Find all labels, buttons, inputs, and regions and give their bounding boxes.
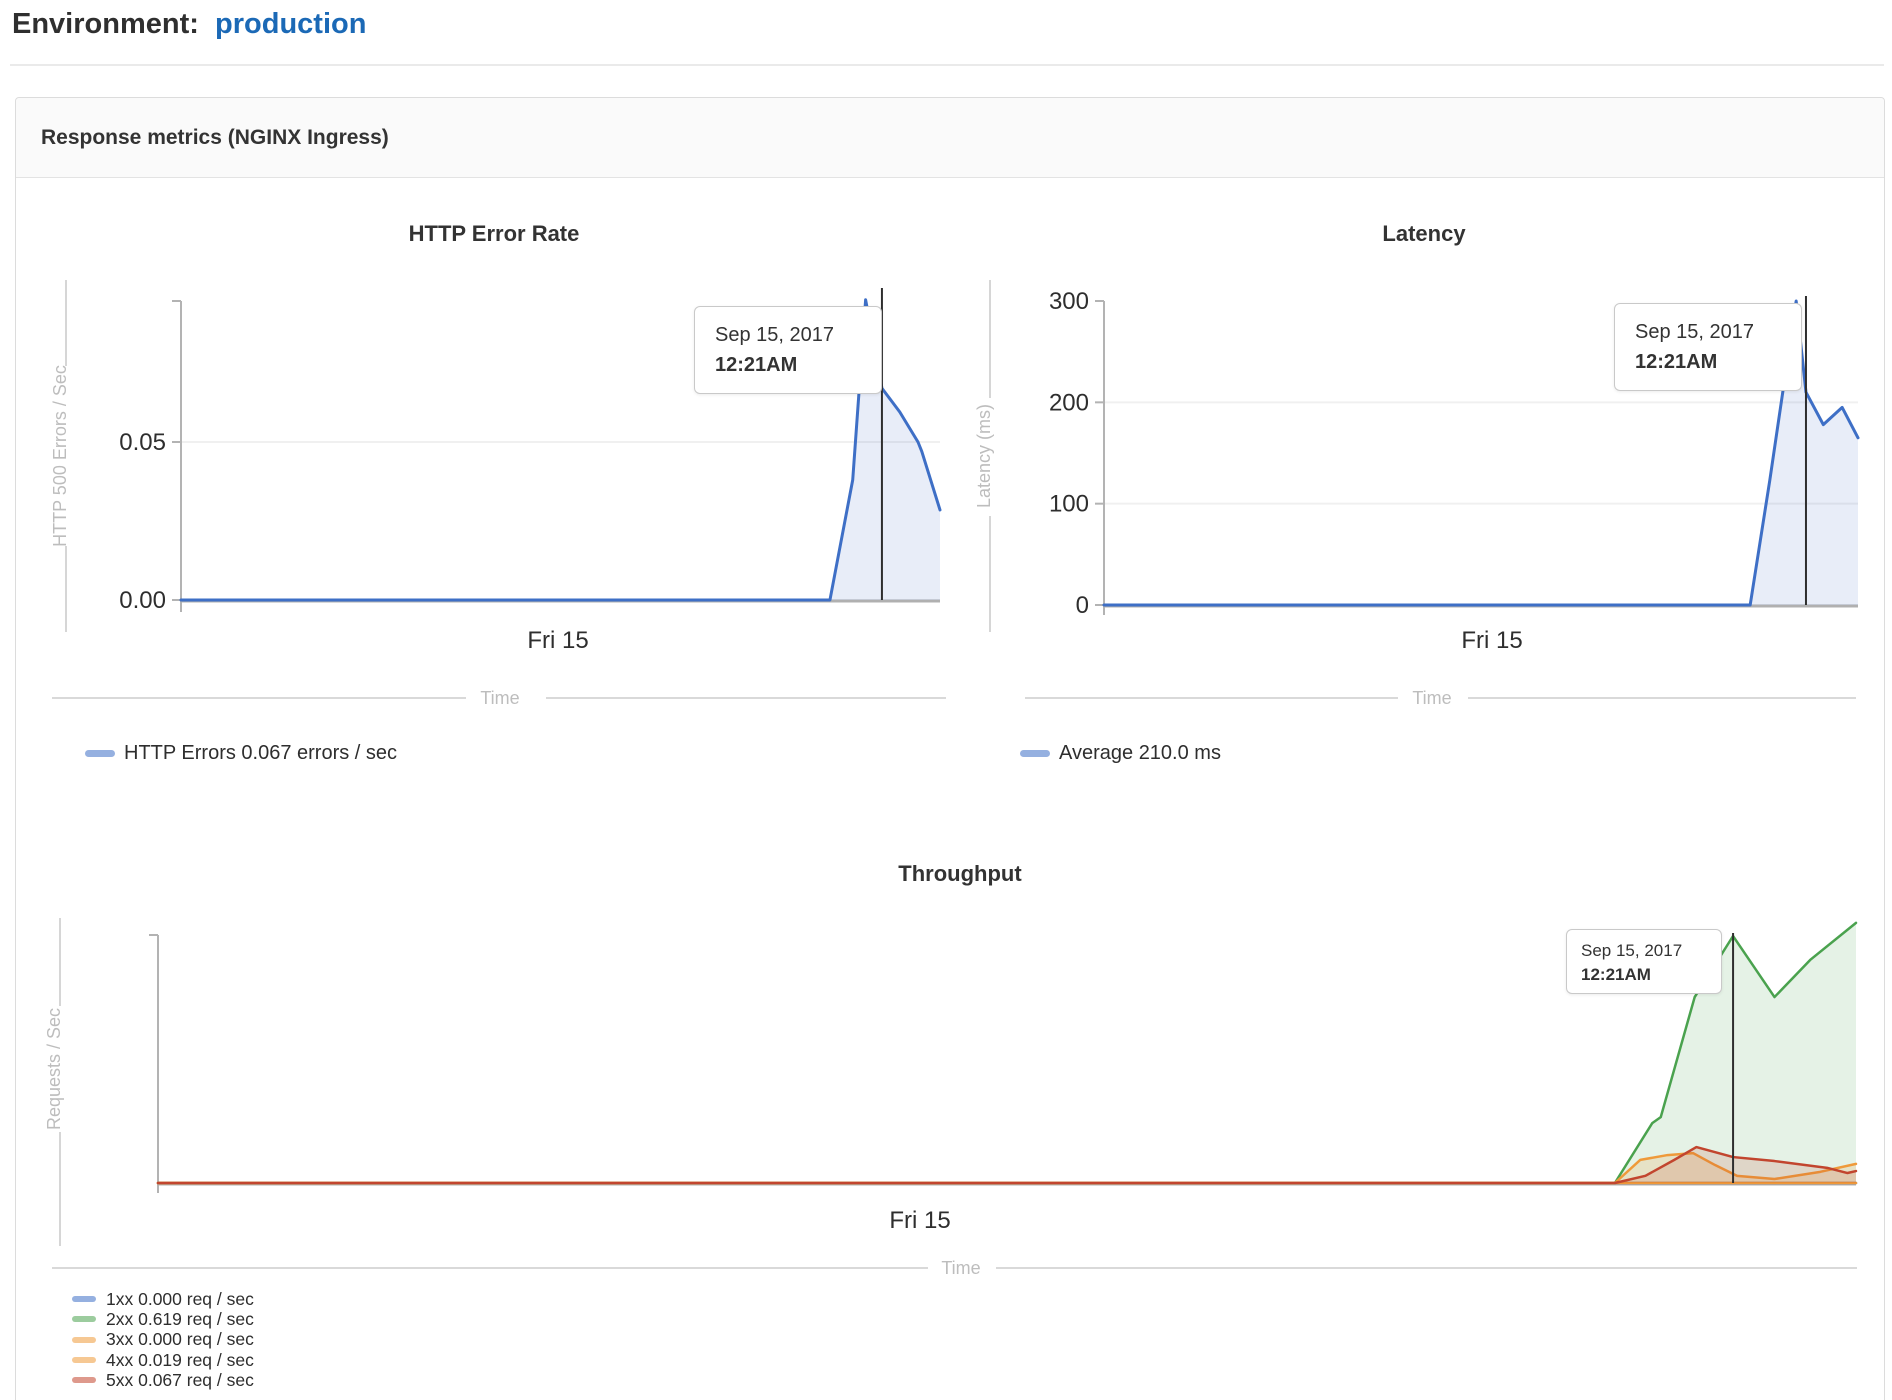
tooltip-time-label: 12:21AM [1581,965,1651,984]
y-tick-label: 200 [1049,389,1089,416]
legend-swatch [72,1377,96,1384]
x-axis-title: Time [941,1258,980,1278]
series-line-2xx [156,921,1858,1185]
x-axis-title: Time [480,688,519,708]
legend-item: 1xx 0.000 req / sec [72,1289,254,1309]
legend-item: HTTP Errors 0.067 errors / sec [85,742,397,765]
y-tick-label: 0 [1076,592,1089,619]
y-tick-label: 0.05 [119,429,166,456]
legend-swatch [85,750,115,757]
y-axis-title: Latency (ms) [974,404,994,508]
legend-item: 2xx 0.619 req / sec [72,1309,254,1329]
legend-swatch [1020,750,1050,757]
legend-item: 4xx 0.019 req / sec [72,1350,254,1370]
chart-tooltip: Sep 15, 2017 12:21AM [1566,929,1722,994]
legend-item: 5xx 0.067 req / sec [72,1370,254,1390]
tooltip-date-label: Sep 15, 2017 [1581,941,1683,960]
series-line-5xx [156,1145,1858,1185]
x-tick-label: Fri 15 [527,627,588,654]
tooltip-time-label: 12:21AM [715,354,798,376]
chart-tooltip: Sep 15, 2017 12:21AM [694,306,882,394]
x-tick-label: Fri 15 [889,1207,950,1234]
legend-label: 4xx 0.019 req / sec [106,1349,254,1370]
series-area-5xx [158,1147,1856,1183]
legend-label: 2xx 0.619 req / sec [106,1308,254,1329]
legend-swatch [72,1296,96,1303]
tooltip-time-label: 12:21AM [1635,351,1718,373]
legend-item: 3xx 0.000 req / sec [72,1329,254,1350]
chart-tooltip: Sep 15, 2017 12:21AM [1614,303,1802,391]
y-tick-label: 100 [1049,491,1089,518]
header-divider [10,64,1884,66]
panel-header: Response metrics (NGINX Ingress) [16,98,1884,178]
series-area-2xx [158,922,1856,1183]
chart-title-latency: Latency [1382,221,1466,246]
throughput-legend: 1xx 0.000 req / sec 2xx 0.619 req / sec 3x… [72,1289,254,1390]
legend-label: 5xx 0.067 req / sec [106,1369,254,1390]
x-axis-title: Time [1412,688,1451,708]
legend-item: Average 210.0 ms [1020,742,1221,765]
legend-label: 3xx 0.000 req / sec [106,1329,254,1350]
panel-title: Response metrics (NGINX Ingress) [41,125,389,149]
legend-label: Average 210.0 ms [1059,742,1221,764]
environment-link[interactable]: production [215,8,367,40]
chart-title-error-rate: HTTP Error Rate [408,221,580,246]
tooltip-date-label: Sep 15, 2017 [715,324,834,346]
legend-label: 1xx 0.000 req / sec [106,1288,254,1309]
legend-swatch [72,1357,96,1364]
y-tick-label: 0.00 [119,587,166,614]
y-axis-title: Requests / Sec [44,1008,64,1130]
series-line-4xx [156,1151,1858,1185]
legend-swatch [72,1316,96,1323]
legend-label: HTTP Errors 0.067 errors / sec [124,742,398,764]
chart-title-throughput: Throughput [898,861,1022,886]
tooltip-date-label: Sep 15, 2017 [1635,321,1754,343]
environment-label: Environment: [12,8,199,40]
legend-swatch [72,1336,96,1343]
y-axis-title: HTTP 500 Errors / Sec [50,365,70,547]
y-tick-label: 300 [1049,288,1089,315]
series-area-Average [1104,301,1858,605]
x-tick-label: Fri 15 [1461,627,1522,654]
page-title: Environment: production [12,8,366,41]
series-area-4xx [158,1153,1856,1183]
